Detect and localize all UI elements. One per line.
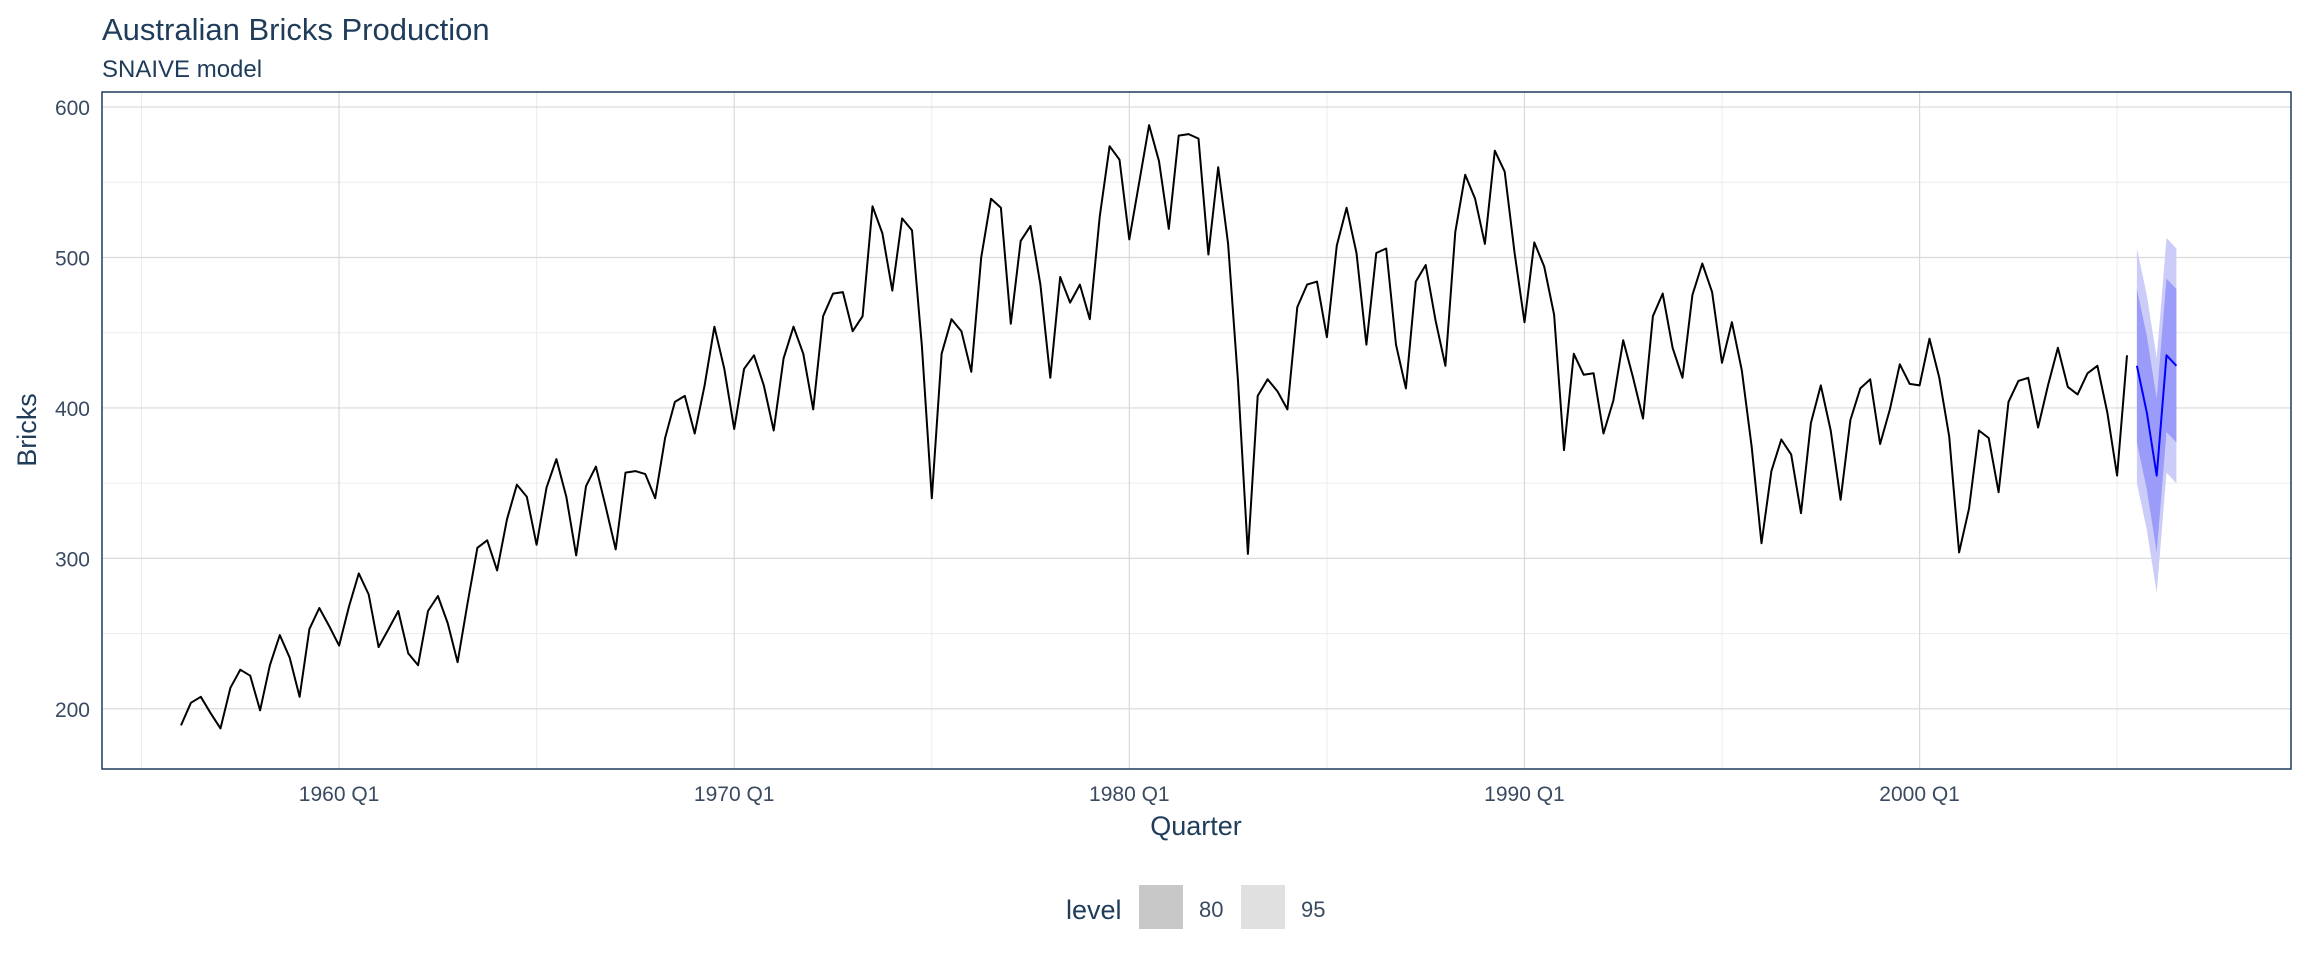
legend-label-95: 95 bbox=[1301, 897, 1325, 922]
y-tick-label: 600 bbox=[55, 97, 90, 120]
interval-band-80 bbox=[2136, 278, 2177, 553]
legend: level 80 95 bbox=[1066, 885, 1325, 929]
y-axis-ticks: 200 300 400 500 600 bbox=[55, 97, 90, 722]
x-axis-ticks: 1960 Q1 1970 Q1 1980 Q1 1990 Q1 2000 Q1 bbox=[299, 783, 1960, 806]
legend-label-80: 80 bbox=[1199, 897, 1223, 922]
y-tick-label: 300 bbox=[55, 548, 90, 571]
grid-layer bbox=[102, 92, 2291, 769]
forecast-intervals bbox=[2136, 237, 2177, 593]
y-tick-label: 400 bbox=[55, 398, 90, 421]
chart-title: Australian Bricks Production bbox=[102, 12, 490, 47]
y-axis-label: Bricks bbox=[12, 393, 42, 467]
x-tick-label: 2000 Q1 bbox=[1879, 783, 1960, 806]
panel-border bbox=[101, 91, 2292, 770]
x-tick-label: 1980 Q1 bbox=[1089, 783, 1170, 806]
y-tick-label: 500 bbox=[55, 247, 90, 270]
x-tick-label: 1970 Q1 bbox=[694, 783, 775, 806]
x-tick-label: 1990 Q1 bbox=[1484, 783, 1565, 806]
forecast-series-line bbox=[2135, 354, 2178, 477]
x-tick-label: 1960 Q1 bbox=[299, 783, 380, 806]
legend-key-95 bbox=[1241, 885, 1285, 929]
series-layer bbox=[180, 124, 2178, 730]
x-axis-label: Quarter bbox=[1150, 811, 1242, 841]
legend-key-80 bbox=[1139, 885, 1183, 929]
legend-title: level bbox=[1066, 895, 1122, 925]
chart-subtitle: SNAIVE model bbox=[102, 56, 263, 83]
history-series-line bbox=[180, 124, 2128, 730]
y-tick-label: 200 bbox=[55, 699, 90, 722]
